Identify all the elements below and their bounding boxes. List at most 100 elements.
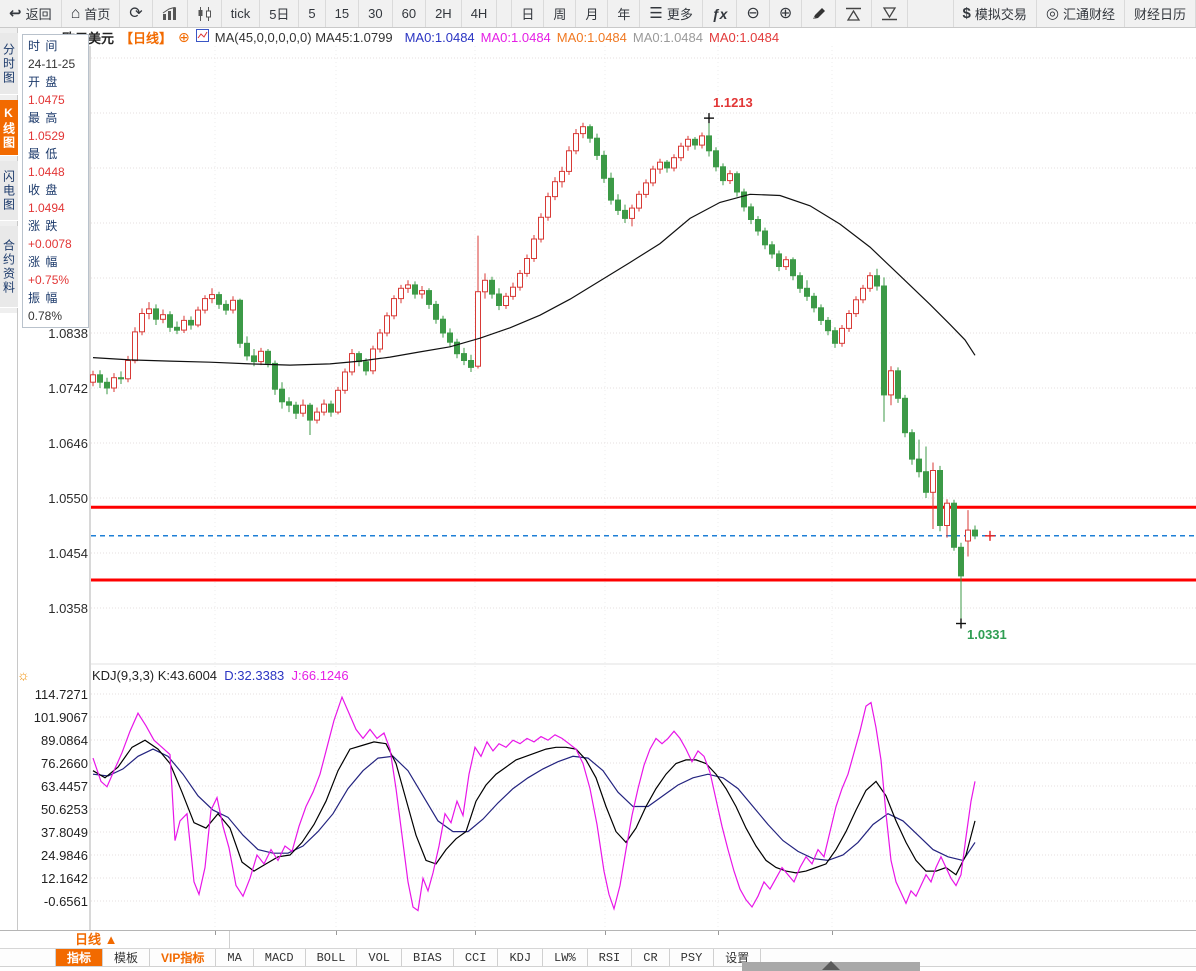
info-value: 1.0448 [28, 165, 65, 179]
indicator-tab-CR[interactable]: CR [632, 949, 670, 966]
kdj-axis-label: -0.6561 [43, 894, 88, 909]
indicator-tab-KDJ[interactable]: KDJ [498, 949, 544, 966]
ma0-value-4: MA0:1.0484 [709, 29, 780, 45]
toolbar-candle-style-button[interactable] [188, 0, 222, 27]
toolbar-calendar-button[interactable]: 财经日历 [1125, 0, 1196, 27]
symbol-header-row: 欧元美元 【日线】 ⊕ MA(45,0,0,0,0,0) MA45:1.0799… [18, 28, 1196, 46]
ma0-value-0: MA0:1.0484 [404, 29, 475, 45]
toolbar-home-button[interactable]: ⌂ 首页 [62, 0, 121, 27]
toolbar-30-button[interactable]: 30 [359, 0, 393, 27]
info-label: 时 间 [28, 39, 59, 53]
indicator-settings-icon[interactable]: ☼ [17, 667, 30, 683]
info-value: 1.0529 [28, 129, 65, 143]
indicator-tab-VOL[interactable]: VOL [357, 949, 403, 966]
toolbar-day-button[interactable]: 日 [511, 0, 545, 27]
kdj-k-value: K:43.6004 [157, 668, 218, 683]
toolbar-15-button[interactable]: 15 [326, 0, 360, 27]
add-favorite-icon[interactable]: ⊕ [178, 29, 190, 45]
toolbar-2h-button[interactable]: 2H [426, 0, 462, 27]
toolbar-4h-button[interactable]: 4H [462, 0, 498, 27]
top-toolbar: ↩ 返回 ⌂ 首页 ⟳ tick 5日 5 15 30 60 2H 4H 日周月年 ☰ 更多 ƒx ⊖ ⊕ $ 模拟交易… [0, 0, 1196, 28]
info-label: 涨 跌 [28, 219, 59, 233]
collapse-arrow-icon [822, 961, 840, 970]
info-value: 1.0475 [28, 93, 65, 107]
toolbar-week-button[interactable]: 周 [544, 0, 577, 27]
high-price-annotation: 1.1213 [713, 95, 753, 110]
toolbar-fx-button[interactable]: ƒx [703, 0, 738, 27]
toolbar-5-button[interactable]: 5 [299, 0, 326, 27]
indicator-tab-LW%[interactable]: LW% [543, 949, 588, 966]
rail-tab-闪电图[interactable]: 闪电图 [0, 161, 18, 221]
mini-chart-icon [195, 29, 209, 45]
indicator-tab-CCI[interactable]: CCI [454, 949, 499, 966]
ma0-value-3: MA0:1.0484 [632, 29, 703, 45]
info-label: 收 盘 [28, 183, 59, 197]
info-label: 最 高 [28, 111, 59, 125]
indicator-tab-设置[interactable]: 设置 [714, 949, 762, 966]
toolbar-5d-button[interactable]: 5日 [260, 0, 300, 27]
kdj-d-value: D:32.3383 [224, 668, 285, 683]
info-label: 最 低 [28, 147, 59, 161]
toolbar-60-button[interactable]: 60 [393, 0, 427, 27]
kdj-axis-label: 12.1642 [41, 871, 88, 886]
toolbar-top-marker-button[interactable] [836, 0, 873, 27]
panel-collapse-handle[interactable] [742, 961, 920, 971]
toolbar-bottom-marker-button[interactable] [872, 0, 909, 27]
indicator-tab-VIP指标[interactable]: VIP指标 [150, 949, 217, 966]
kdj-axis-label: 63.4457 [41, 779, 88, 794]
kdj-axis-label: 114.7271 [34, 687, 88, 702]
kdj-axis-label: 101.9067 [33, 710, 88, 725]
toolbar-draw-button[interactable] [802, 0, 837, 27]
toolbar-more-button[interactable]: ☰ 更多 [640, 0, 703, 27]
ohlc-info-panel: 时 间 24-11-25 开 盘 1.0475 最 高 1.0529 最 低 1.0448 收 … [22, 34, 89, 328]
indicator-tab-MACD[interactable]: MACD [254, 949, 306, 966]
indicator-tab-PSY[interactable]: PSY [670, 949, 715, 966]
info-value: 0.78% [28, 309, 63, 323]
toolbar-sim-trade-button[interactable]: $ 模拟交易 [952, 0, 1037, 27]
kdj-axis-label: 76.2660 [41, 756, 88, 771]
ma0-values: MA0:1.0484 MA0:1.0484 MA0:1.0484 MA0:1.0484… [399, 30, 780, 45]
kdj-header: KDJ(9,3,3) K:43.6004 D:32.3383 J:66.1246 [92, 668, 349, 683]
info-label: 涨 幅 [28, 255, 59, 269]
kdj-title: KDJ(9,3,3) [92, 668, 155, 683]
rail-tab-K线图[interactable]: K线图 [0, 100, 18, 156]
ma-settings-label: MA(45,0,0,0,0,0) MA45:1.0799 [214, 29, 393, 45]
info-value: +0.75% [28, 273, 70, 287]
chart-mode-rail: 分时图 K线图闪电图合约资料 [0, 28, 18, 930]
price-axis-label: 1.0358 [48, 601, 88, 616]
toolbar-month-button[interactable]: 月 [576, 0, 609, 27]
toolbar-chart-style-button[interactable] [153, 0, 188, 27]
indicator-tab-模板[interactable]: 模板 [103, 949, 151, 966]
price-axis-label: 1.0550 [48, 491, 88, 506]
toolbar-tick-button[interactable]: tick [222, 0, 261, 27]
price-axis-label: 1.0454 [48, 546, 88, 561]
indicator-tab-RSI[interactable]: RSI [588, 949, 633, 966]
low-price-annotation: 1.0331 [967, 627, 1007, 642]
indicator-tab-MA[interactable]: MA [216, 949, 254, 966]
info-value: 24-11-25 [28, 57, 76, 71]
price-axis-label: 1.0838 [48, 326, 88, 341]
info-value: +0.0078 [28, 237, 72, 251]
indicator-tab-BOLL[interactable]: BOLL [306, 949, 358, 966]
toolbar-back-button[interactable]: ↩ 返回 [0, 0, 62, 27]
toolbar-fx678-button[interactable]: ◎ 汇通财经 [1037, 0, 1125, 27]
info-label: 振 幅 [28, 291, 59, 305]
rail-tab-合约资料[interactable]: 合约资料 [0, 226, 18, 308]
toolbar-year-button[interactable]: 年 [608, 0, 641, 27]
kdj-axis-label: 24.9846 [41, 848, 88, 863]
indicator-tab-BIAS[interactable]: BIAS [402, 949, 454, 966]
x-axis-row: 日线 ▲ [0, 930, 1196, 949]
toolbar-refresh-button[interactable]: ⟳ [120, 0, 153, 27]
toolbar-zoom-in-button[interactable]: ⊕ [770, 0, 803, 27]
rail-tab-分时图[interactable]: 分时图 [0, 33, 18, 95]
toolbar-zoom-out-button[interactable]: ⊖ [737, 0, 770, 27]
period-tag: 【日线】 [120, 30, 173, 46]
price-axis-label: 1.0742 [48, 381, 88, 396]
info-value: 1.0494 [28, 201, 65, 215]
price-axis-label: 1.0646 [48, 436, 88, 451]
period-selector[interactable]: 日线 ▲ [56, 931, 230, 949]
kdj-j-value: J:66.1246 [291, 668, 349, 683]
ma0-value-1: MA0:1.0484 [480, 29, 551, 45]
indicator-tab-指标[interactable]: 指标 [56, 949, 104, 966]
